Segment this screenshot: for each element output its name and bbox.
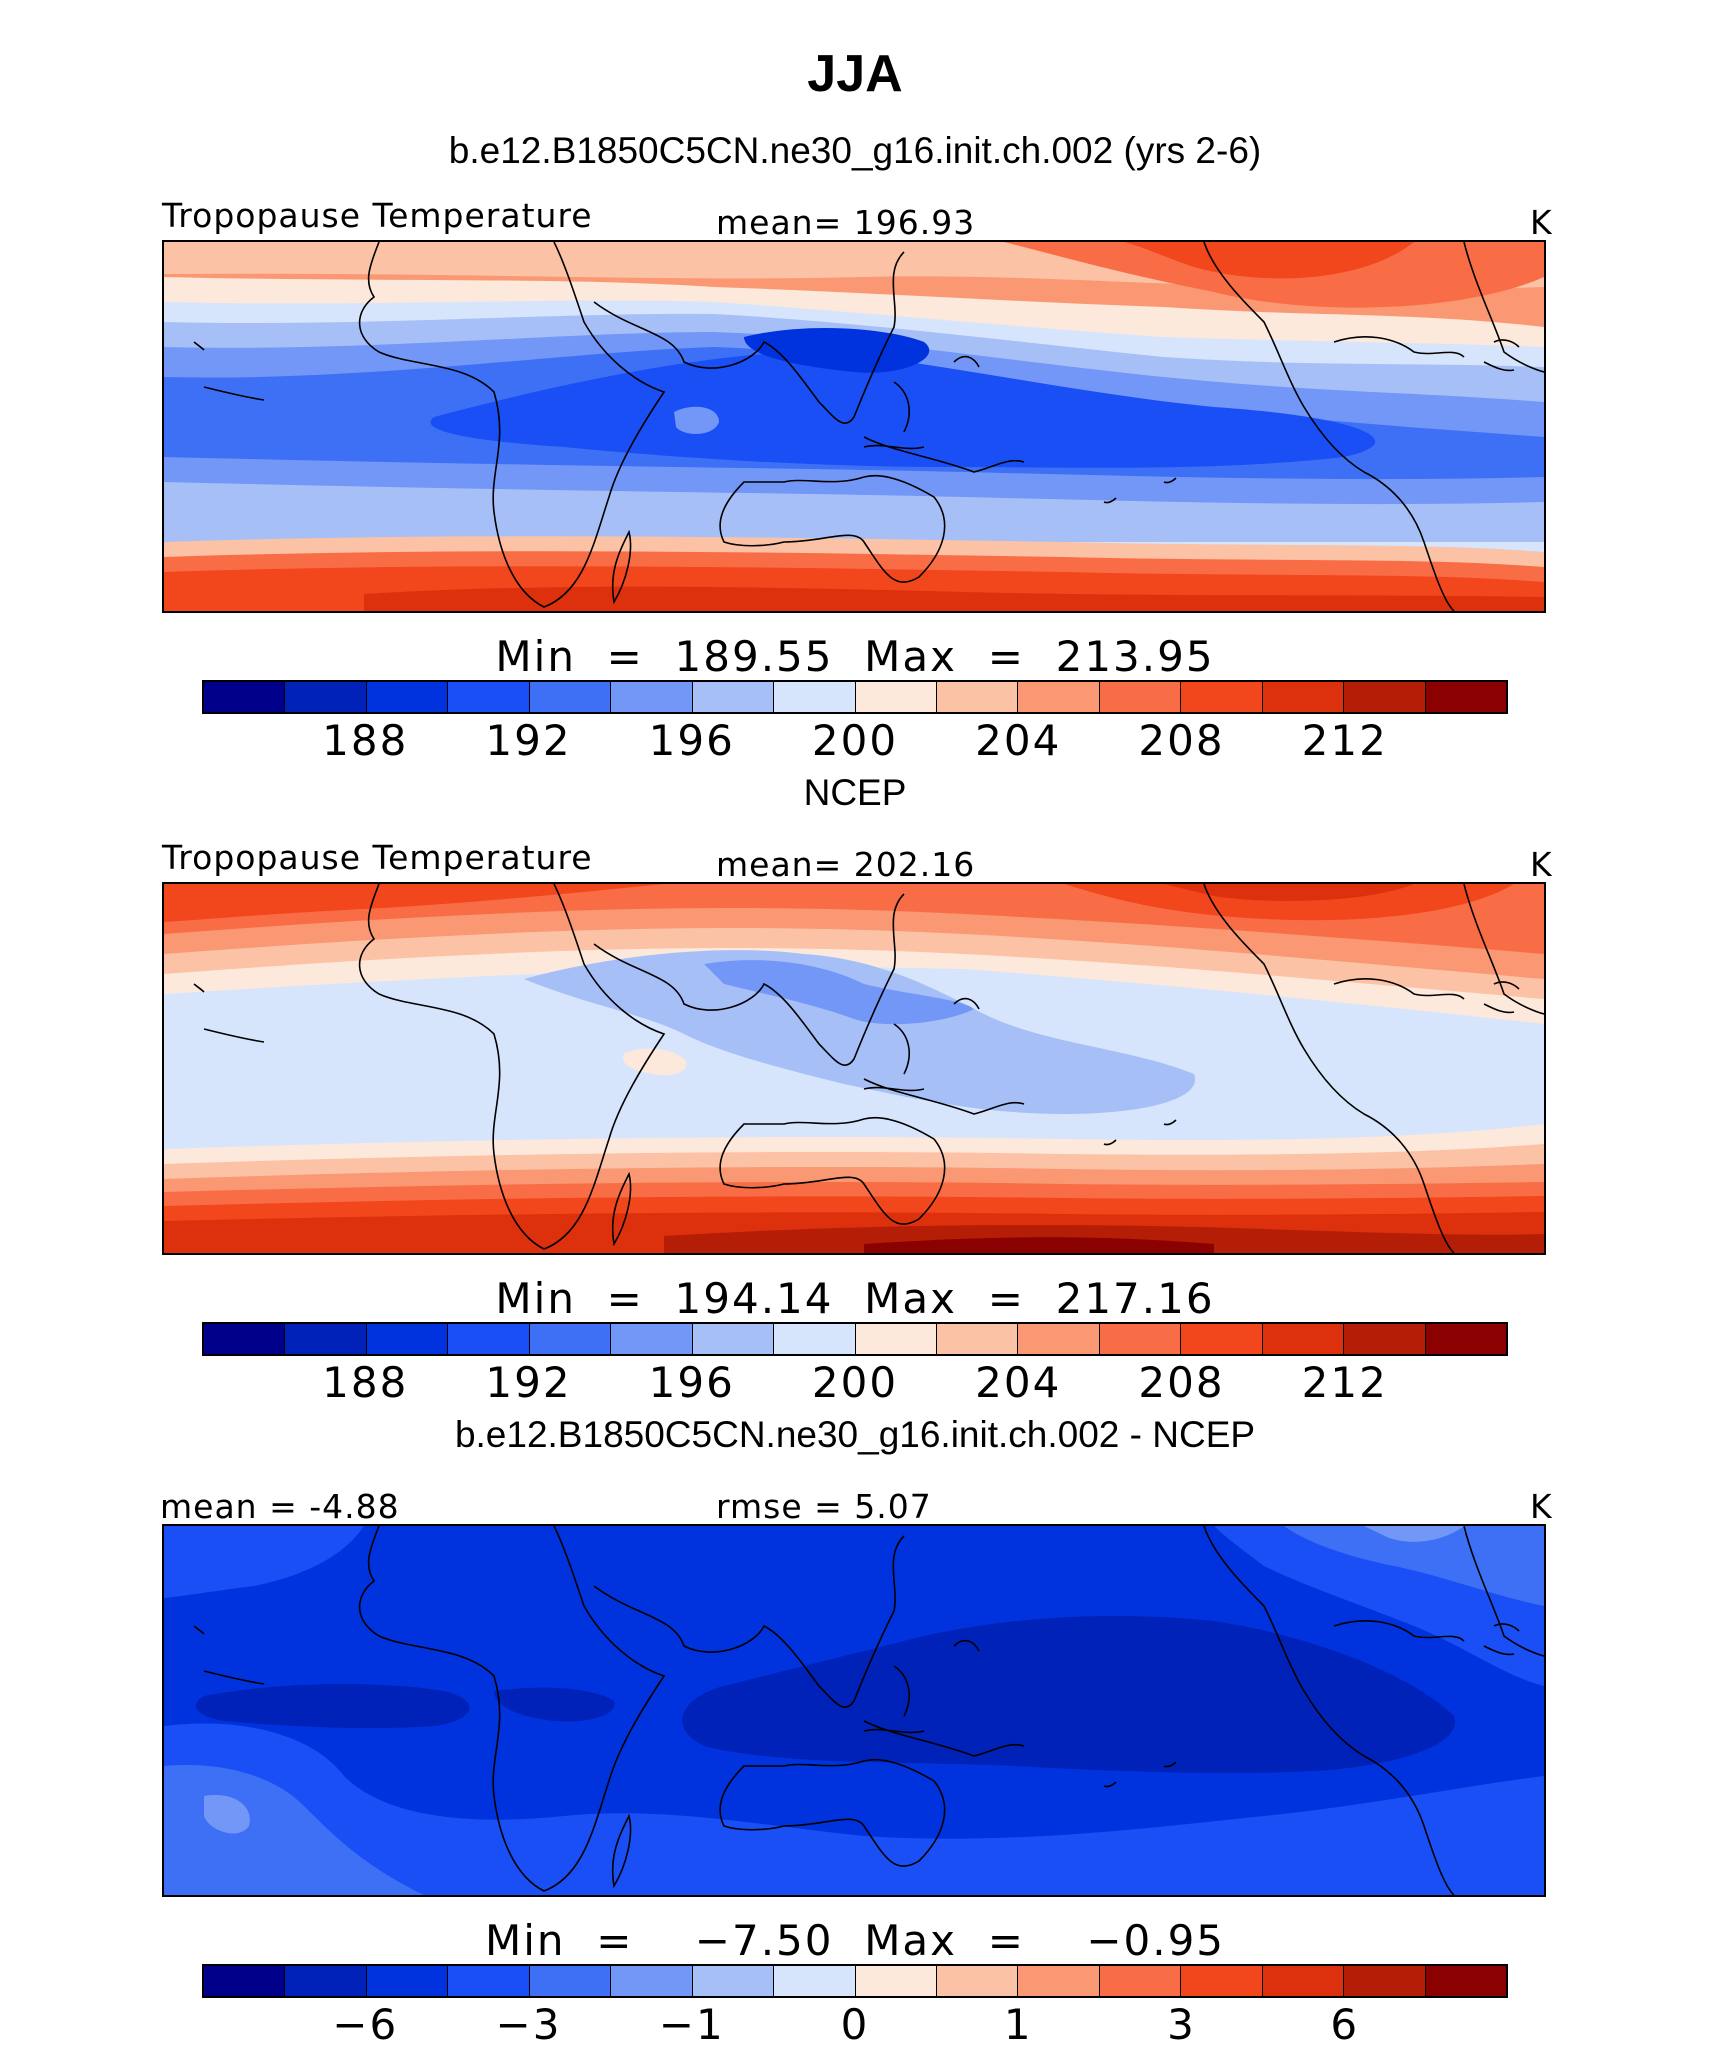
panel-3-mean-label: mean = -4.88: [160, 1487, 400, 1526]
colorbar-swatch: [204, 1324, 286, 1354]
colorbar-swatch: [692, 1966, 775, 1996]
colorbar-swatch: [855, 1324, 937, 1354]
colorbar-tick-label: −3: [495, 2000, 562, 2049]
colorbar-tick-label: 192: [485, 1358, 572, 1407]
figure-title: JJA: [807, 45, 903, 103]
colorbar-swatch: [1181, 1966, 1263, 1996]
colorbar-tick-label: 204: [975, 716, 1062, 765]
colorbar-swatch: [1344, 1324, 1426, 1354]
panel-2-colorbar: [202, 1322, 1508, 1356]
colorbar-swatch: [1181, 682, 1263, 712]
colorbar-swatch: [1181, 1324, 1263, 1354]
colorbar-tick-label: 196: [648, 1358, 735, 1407]
colorbar-swatch: [1262, 1966, 1345, 1996]
panel-2-map: [162, 882, 1546, 1255]
panel-1-subtitle: b.e12.B1850C5CN.ne30_g16.init.ch.002 (yr…: [448, 130, 1262, 171]
panel-3-colorbar-ticks: −6 −3 −1 0 1 3 6: [202, 2000, 1508, 2050]
colorbar-swatch: [774, 1966, 856, 1996]
colorbar-tick-label: 212: [1301, 716, 1388, 765]
colorbar-swatch: [611, 1324, 693, 1354]
colorbar-swatch: [1099, 682, 1182, 712]
colorbar-swatch: [774, 682, 856, 712]
panel-3-min-max: Min = −7.50 Max = −0.95: [484, 1916, 1226, 1965]
colorbar-swatch: [285, 1966, 367, 1996]
colorbar-swatch: [611, 682, 693, 712]
colorbar-swatch: [1344, 1966, 1426, 1996]
colorbar-tick-label: 0: [840, 2000, 870, 2049]
colorbar-swatch: [448, 682, 530, 712]
panel-1-min-max: Min = 189.55 Max = 213.95: [495, 632, 1215, 681]
colorbar-swatch: [1018, 1324, 1100, 1354]
panel-3-rmse-label: rmse = 5.07: [716, 1487, 932, 1526]
colorbar-swatch: [1099, 1324, 1182, 1354]
colorbar-swatch: [529, 1324, 612, 1354]
colorbar-swatch: [448, 1324, 530, 1354]
colorbar-swatch: [936, 682, 1019, 712]
colorbar-swatch: [1018, 1966, 1100, 1996]
colorbar-swatch: [529, 682, 612, 712]
colorbar-swatch: [855, 1966, 937, 1996]
panel-3-colorbar: [202, 1964, 1508, 1998]
colorbar-swatch: [1262, 682, 1345, 712]
panel-2-colorbar-ticks: 188 192 196 200 204 208 212: [202, 1358, 1508, 1408]
panel-1-map: [162, 240, 1546, 613]
colorbar-tick-label: 3: [1167, 2000, 1196, 2049]
colorbar-tick-label: 200: [811, 716, 899, 765]
colorbar-swatch: [855, 682, 937, 712]
colorbar-tick-label: 1: [1003, 2000, 1033, 2049]
panel-1-contour-field: [164, 242, 1544, 611]
colorbar-swatch: [366, 1324, 449, 1354]
colorbar-swatch: [692, 682, 775, 712]
colorbar-tick-label: 188: [322, 716, 409, 765]
colorbar-swatch: [529, 1966, 612, 1996]
panel-2-contour-field: [164, 884, 1544, 1253]
colorbar-swatch: [285, 1324, 367, 1354]
panel-2-variable-label: Tropopause Temperature: [162, 838, 593, 877]
panel-1-units-label: K: [1530, 203, 1553, 242]
colorbar-swatch: [1099, 1966, 1182, 1996]
colorbar-swatch: [1018, 682, 1100, 712]
colorbar-tick-label: 6: [1330, 2000, 1360, 2049]
colorbar-swatch: [366, 682, 449, 712]
colorbar-swatch: [1262, 1324, 1345, 1354]
panel-3-subtitle: b.e12.B1850C5CN.ne30_g16.init.ch.002 - N…: [454, 1414, 1256, 1455]
colorbar-tick-label: 200: [811, 1358, 899, 1407]
colorbar-tick-label: 208: [1138, 1358, 1225, 1407]
colorbar-swatch: [285, 682, 367, 712]
colorbar-swatch: [774, 1324, 856, 1354]
colorbar-tick-label: −1: [658, 2000, 725, 2049]
panel-3-map: [162, 1524, 1546, 1897]
colorbar-swatch: [366, 1966, 449, 1996]
panel-1-variable-label: Tropopause Temperature: [162, 196, 593, 235]
colorbar-swatch: [1425, 1966, 1506, 1996]
colorbar-tick-label: 208: [1138, 716, 1225, 765]
panel-2-units-label: K: [1530, 845, 1553, 884]
colorbar-swatch: [1344, 682, 1426, 712]
colorbar-swatch: [611, 1966, 693, 1996]
colorbar-tick-label: 188: [322, 1358, 409, 1407]
panel-1-colorbar: [202, 680, 1508, 714]
colorbar-swatch: [936, 1324, 1019, 1354]
colorbar-swatch: [448, 1966, 530, 1996]
colorbar-tick-label: 204: [975, 1358, 1062, 1407]
panel-1-mean-label: mean= 196.93: [716, 203, 976, 242]
panel-3-units-label: K: [1530, 1487, 1553, 1526]
colorbar-swatch: [936, 1966, 1019, 1996]
panel-2-min-max: Min = 194.14 Max = 217.16: [495, 1274, 1215, 1323]
colorbar-tick-label: −6: [332, 2000, 399, 2049]
colorbar-swatch: [1425, 682, 1506, 712]
colorbar-tick-label: 192: [485, 716, 572, 765]
panel-2-subtitle: NCEP: [803, 772, 907, 813]
colorbar-tick-label: 212: [1301, 1358, 1388, 1407]
panel-3-contour-field: [164, 1526, 1544, 1895]
panel-1-colorbar-ticks: 188 192 196 200 204 208 212: [202, 716, 1508, 766]
colorbar-tick-label: 196: [648, 716, 735, 765]
colorbar-swatch: [204, 682, 286, 712]
colorbar-swatch: [1425, 1324, 1506, 1354]
panel-2-mean-label: mean= 202.16: [716, 845, 976, 884]
colorbar-swatch: [204, 1966, 286, 1996]
colorbar-swatch: [692, 1324, 775, 1354]
